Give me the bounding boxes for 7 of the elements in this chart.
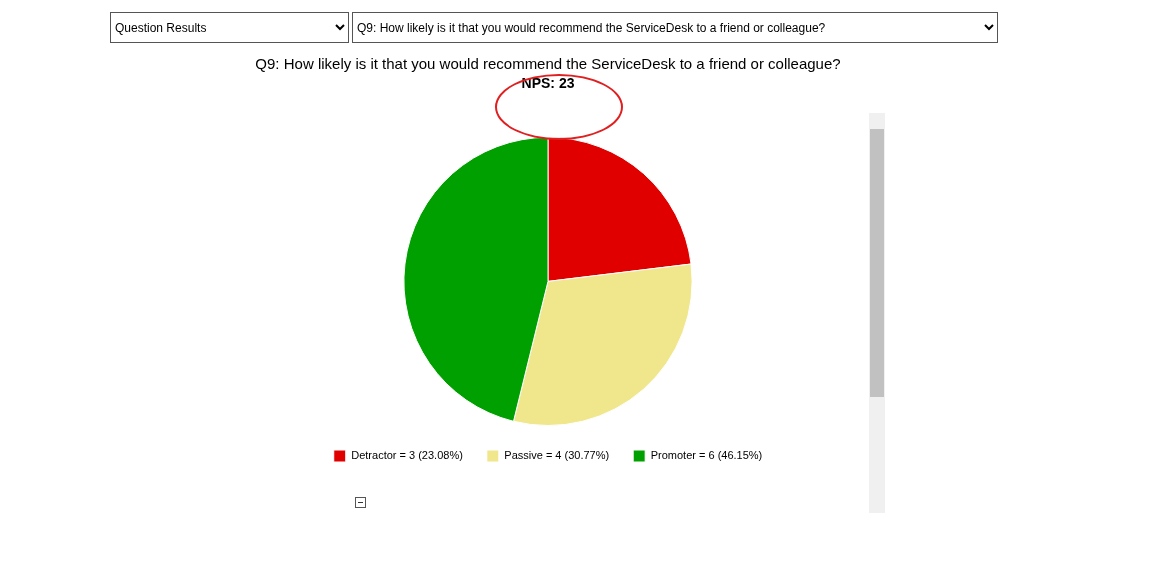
chart-title: Q9: How likely is it that you would recommend the ServiceDesk to a friend or colleague? [255, 55, 841, 73]
chart-subtitle: NPS: 23 [521, 75, 575, 92]
legend-label: Detractor = 3 (23.08%) [351, 449, 463, 462]
legend-label: Promoter = 6 (46.15%) [650, 449, 763, 462]
legend-label: Passive = 4 (30.77%) [504, 449, 610, 462]
text: Q9: How likely is it that you would recommend the ServiceDesk to a friend or colleague? [352, 12, 998, 43]
text: Question Results [110, 12, 349, 43]
